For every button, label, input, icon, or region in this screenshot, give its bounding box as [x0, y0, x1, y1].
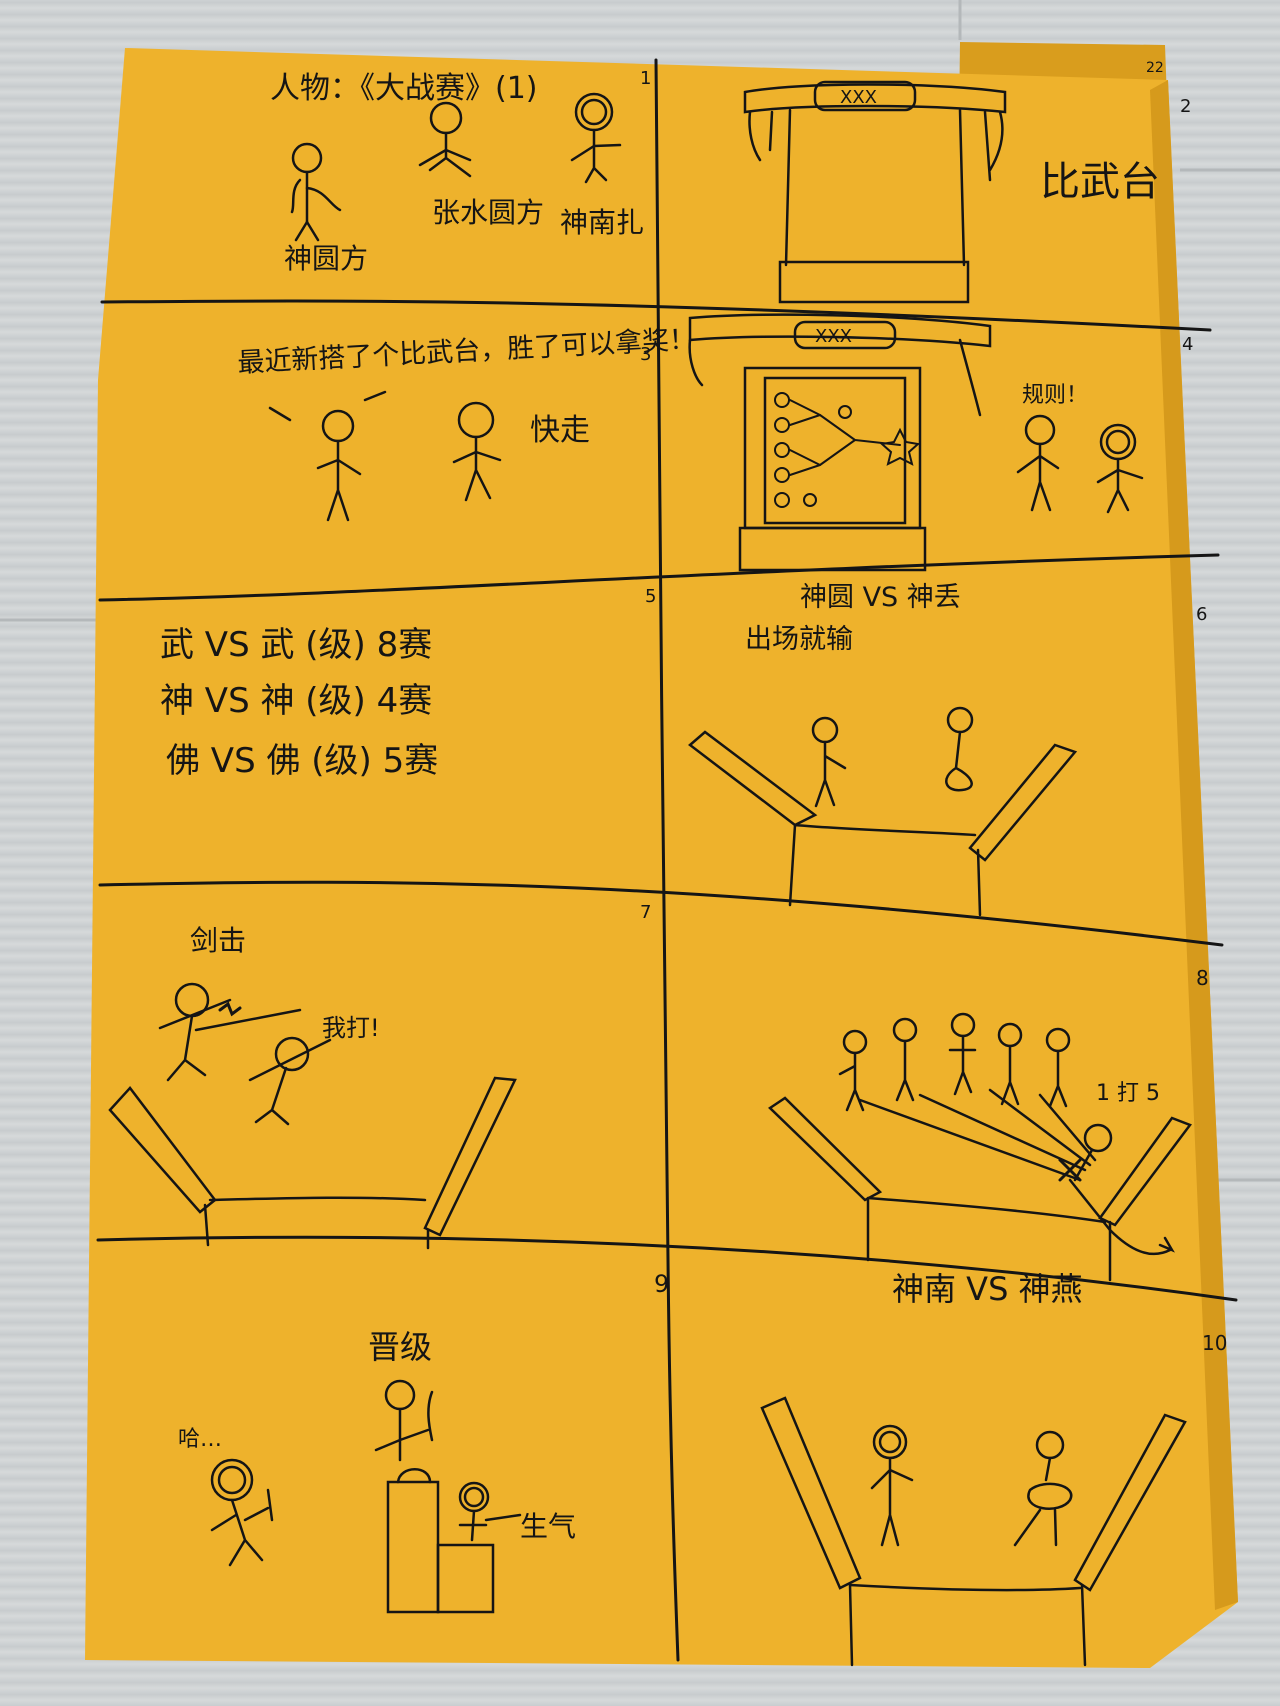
panel-1-label-b: 张水圆方	[432, 196, 544, 229]
panel-1-label-c: 神南扎	[560, 206, 644, 239]
panel-10	[760, 1396, 1187, 1667]
panel-2-sign: XXX	[840, 87, 877, 108]
panel-4-sign: XXX	[815, 326, 852, 347]
panel-7	[108, 982, 517, 1250]
panel-1-text: 1 人物：《大战赛》(1) 神圆方 张水圆方 神南扎	[270, 68, 651, 275]
panel-9-speech-2: 哈…	[178, 1427, 222, 1452]
panel-9-number: 9	[654, 1270, 669, 1298]
panel-9	[210, 1379, 522, 1614]
panel-5-line-1: 武 VS 武 (级) 8赛	[160, 625, 432, 665]
paper-sheet	[85, 48, 1238, 1668]
panel-9-speech-3: 生气	[520, 1510, 576, 1543]
panel-6	[688, 706, 1078, 917]
panel-10-line: 神南 VS 神燕	[892, 1270, 1083, 1308]
panel-2-mark-22: 22	[1146, 60, 1164, 76]
panel-6-line-1: 神圆 VS 神丢	[800, 582, 961, 613]
panel-2	[743, 80, 1007, 304]
panel-2-text: 22 2 XXX 比武台	[840, 60, 1191, 205]
panel-8	[768, 1012, 1192, 1282]
panel-7-speech-2: 我打!	[322, 1014, 380, 1042]
panel-8-text: 8 1 打 5	[1096, 966, 1209, 1106]
panel-7-speech-1: 剑击	[190, 924, 246, 957]
panel-2-mark-2: 2	[1180, 96, 1191, 117]
panel-7-number: 7	[640, 902, 651, 923]
panel-5-text: 5 武 VS 武 (级) 8赛 神 VS 神 (级) 4赛 佛 VS 佛 (级)…	[160, 586, 656, 781]
panel-10-text: 10 神南 VS 神燕	[892, 1270, 1227, 1355]
panel-5-line-2: 神 VS 神 (级) 4赛	[160, 681, 432, 721]
panel-8-number: 8	[1196, 966, 1209, 990]
panel-5-line-3: 佛 VS 佛 (级) 5赛	[166, 741, 438, 781]
panel-9-speech-1: 晋级	[368, 1328, 432, 1366]
gutter-vertical	[654, 58, 680, 1662]
panel-6-text: 6 神圆 VS 神丢 出场就输	[745, 582, 1207, 655]
panel-1-title: 人物：《大战赛》(1)	[270, 71, 538, 106]
panel-3-speech-2: 快走	[530, 413, 590, 448]
panel-10-number: 10	[1202, 1331, 1227, 1355]
panel-4-text: 4 XXX 规则！	[815, 326, 1193, 408]
panel-3	[268, 390, 502, 522]
panel-4-speech: 规则！	[1022, 383, 1088, 408]
gutter-row-2	[98, 553, 1220, 602]
panel-5-number: 5	[645, 586, 656, 607]
panel-1	[290, 92, 622, 242]
gutter-row-1	[100, 299, 1212, 332]
panel-4	[688, 313, 1144, 572]
panel-2-label: 比武台	[1040, 159, 1160, 205]
panel-7-text: 7 剑击 我打!	[190, 902, 651, 1042]
panel-1-number: 1	[640, 68, 651, 89]
panel-1-label-a: 神圆方	[284, 242, 368, 275]
gutter-row-3	[98, 880, 1224, 947]
panel-6-line-2: 出场就输	[745, 624, 853, 655]
panel-9-text: 9 晋级 哈… 生气	[178, 1270, 669, 1543]
panel-6-number: 6	[1196, 604, 1207, 625]
panel-4-number: 4	[1182, 334, 1193, 355]
panel-8-speech: 1 打 5	[1096, 1081, 1160, 1106]
gutter-row-4	[96, 1235, 1238, 1302]
panel-3-number: 3	[640, 344, 651, 365]
